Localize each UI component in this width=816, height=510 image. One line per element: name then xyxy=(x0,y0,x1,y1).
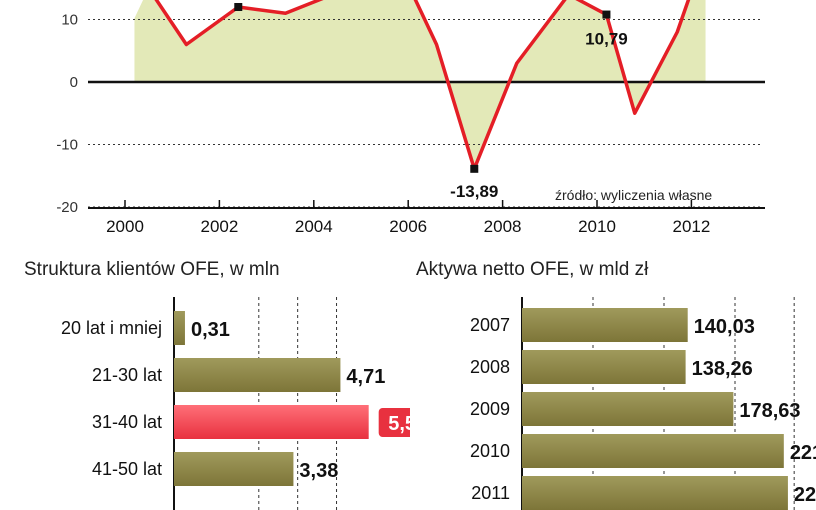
bar xyxy=(174,452,294,486)
data-label: -13,89 xyxy=(450,182,498,201)
category-label: 2008 xyxy=(470,357,510,377)
bar xyxy=(174,311,185,345)
value-label: 221,25 xyxy=(790,442,816,464)
x-tick-label: 2002 xyxy=(200,217,238,236)
y-tick-label: 0 xyxy=(70,74,78,91)
x-tick-label: 2006 xyxy=(389,217,427,236)
y-tick-label: -10 xyxy=(56,137,78,154)
clients-chart-title: Struktura klientów OFE, w mln xyxy=(24,259,280,280)
x-tick-label: 2004 xyxy=(295,217,333,236)
bar xyxy=(174,358,341,392)
value-label: 5,51 xyxy=(388,413,410,435)
assets-bar-chart: 2007 140,03 2008 138,26 2009 178,63 2010 221,25… xyxy=(470,297,816,510)
category-label: 21-30 lat xyxy=(92,365,162,385)
bar xyxy=(522,392,734,426)
data-label: 10,79 xyxy=(585,30,628,49)
category-label: 41-50 lat xyxy=(92,459,162,479)
y-tick-label: -20 xyxy=(56,199,78,216)
data-point-marker xyxy=(602,10,611,19)
x-tick-label: 2000 xyxy=(106,217,144,236)
bar xyxy=(522,308,688,342)
source-note: źródło: wyliczenia własne xyxy=(555,187,712,203)
x-tick-label: 2010 xyxy=(578,217,616,236)
category-label: 2010 xyxy=(470,441,510,461)
bar xyxy=(522,434,784,468)
x-tick-label: 2008 xyxy=(484,217,522,236)
assets-chart-title: Aktywa netto OFE, w mld zł xyxy=(416,259,649,280)
value-label: 4,71 xyxy=(346,366,385,388)
bar xyxy=(174,405,369,439)
clients-bar-chart: 20 lat i mniej 0,31 21-30 lat 4,71 31-40 lat… xyxy=(61,297,410,510)
y-tick-label: 10 xyxy=(61,12,78,29)
value-label: 178,63 xyxy=(739,400,800,422)
x-tick-label: 2012 xyxy=(672,217,710,236)
bar xyxy=(522,476,788,510)
value-label: 3,38 xyxy=(299,460,338,482)
value-label-badge xyxy=(378,408,410,437)
area-fill xyxy=(134,0,706,169)
category-label: 31-40 lat xyxy=(92,412,162,432)
category-label: 2007 xyxy=(470,315,510,335)
category-label: 20 lat i mniej xyxy=(61,318,162,338)
value-label: 140,03 xyxy=(694,316,755,338)
data-point-marker xyxy=(470,164,479,173)
series-line xyxy=(154,0,691,171)
data-point-marker xyxy=(234,3,243,11)
category-label: 2011 xyxy=(471,483,510,503)
bar xyxy=(522,350,686,384)
value-label: 138,26 xyxy=(692,358,753,380)
value-label: 224,72 xyxy=(794,484,816,506)
category-label: 2009 xyxy=(470,399,510,419)
returns-line-chart: 10 0 -10 -20 2000 2002 2004 2006 2008 2010 2012 10,… xyxy=(56,0,765,236)
value-label: 0,31 xyxy=(191,319,230,341)
